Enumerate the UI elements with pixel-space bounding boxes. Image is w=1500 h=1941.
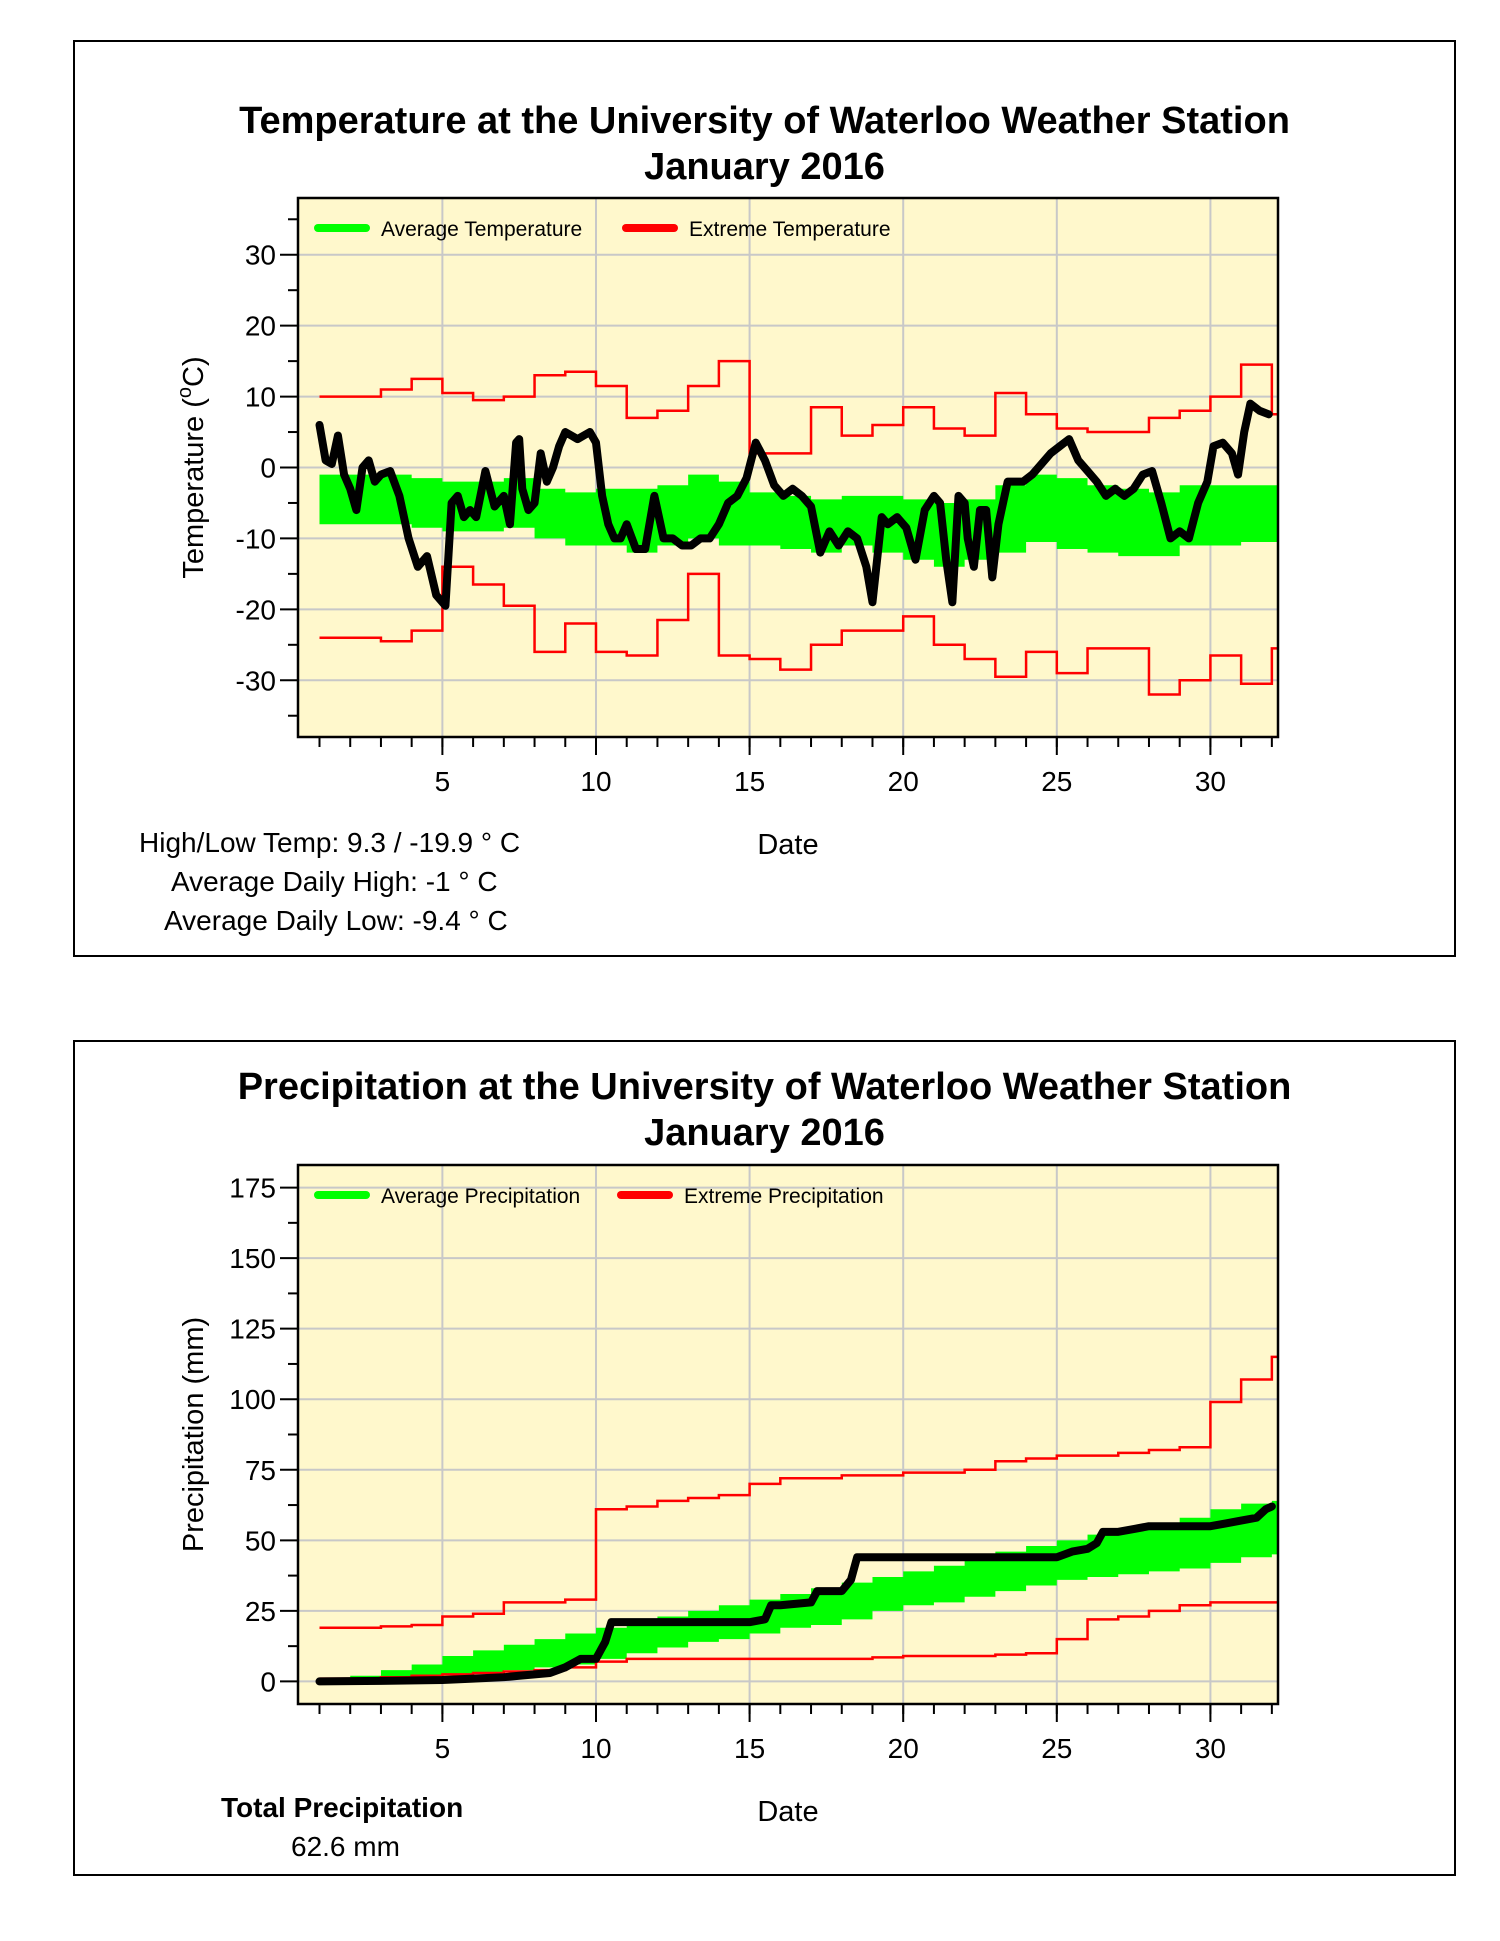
y-tick-label: 50 <box>245 1525 276 1556</box>
y-tick-label: 100 <box>229 1384 276 1415</box>
x-tick-label: 20 <box>888 766 919 797</box>
y-axis-label-degree: o <box>174 387 196 398</box>
observed-line <box>315 1502 1276 1686</box>
y-tick-label: 20 <box>245 311 276 342</box>
y-tick-label: -20 <box>236 594 276 625</box>
y-tick-label: 150 <box>229 1243 276 1274</box>
precipitation-chart: 0 25 50 75 100 125 150 175 5 10 15 20 25 30 Date Precip… <box>178 1163 1280 1828</box>
total-precipitation-value: 62.6 mm <box>291 1831 400 1862</box>
y-tick-label: -10 <box>236 523 276 554</box>
legend-average-label: Average Precipitation <box>381 1185 580 1208</box>
y-tick-label: 125 <box>229 1314 276 1345</box>
x-tick-label: 5 <box>435 766 451 797</box>
extreme-high-line <box>319 359 1278 455</box>
y-axis-label: Temperature (oC) <box>174 356 210 578</box>
avg-low-stat: Average Daily Low: -9.4 ° C <box>164 905 508 937</box>
x-tick-label: 15 <box>734 1733 765 1764</box>
temperature-panel: Temperature at the University of Waterlo… <box>73 40 1456 957</box>
x-tick-label: 25 <box>1041 766 1072 797</box>
legend-average-label: Average Temperature <box>381 218 582 241</box>
precipitation-subtitle: January 2016 <box>644 1112 885 1154</box>
avg-high-stat: Average Daily High: -1 ° C <box>171 866 498 898</box>
average-band <box>319 474 1278 567</box>
x-tick-label: 30 <box>1195 1733 1226 1764</box>
y-tick-label: 0 <box>260 453 276 484</box>
avg-high-label: Average Daily High: <box>171 866 418 897</box>
avg-high-value: -1 ° C <box>425 866 498 897</box>
avg-low-value: -9.4 ° C <box>412 905 508 936</box>
total-precipitation-label: Total Precipitation <box>221 1792 464 1823</box>
observed-line <box>315 399 1273 610</box>
y-tick-label: 0 <box>260 1666 276 1697</box>
y-tick-label: 25 <box>245 1596 276 1627</box>
high-low-value: 9.3 / -19.9 ° C <box>347 827 521 858</box>
y-axis-label-unit: C) <box>178 356 210 387</box>
temperature-title: Temperature at the University of Waterlo… <box>239 100 1290 142</box>
x-tick-label: 5 <box>435 1733 451 1764</box>
high-low-label: High/Low Temp: <box>139 827 340 858</box>
y-axis-label: Precipitation (mm) <box>178 1317 210 1552</box>
y-tick-label: 175 <box>229 1173 276 1204</box>
temperature-chart: -30 -20 -10 0 10 20 30 5 10 15 20 25 30 Date Temperatu… <box>174 196 1280 861</box>
x-tick-label: 30 <box>1195 766 1226 797</box>
precipitation-title: Precipitation at the University of Water… <box>237 1066 1292 1108</box>
x-tick-label: 25 <box>1041 1733 1072 1764</box>
y-tick-label: 10 <box>245 382 276 413</box>
y-tick-label: 30 <box>245 240 276 271</box>
legend-extreme-label: Extreme Temperature <box>689 218 891 241</box>
y-tick-label: 75 <box>245 1455 276 1486</box>
x-tick-label: 15 <box>734 766 765 797</box>
extreme-low-line <box>319 1601 1278 1680</box>
x-tick-label: 10 <box>580 766 611 797</box>
x-axis-label: Date <box>757 1796 818 1828</box>
y-tick-label: -30 <box>236 665 276 696</box>
extreme-low-line <box>319 565 1278 696</box>
precipitation-panel: Precipitation at the University of Water… <box>73 1040 1456 1876</box>
legend-extreme-label: Extreme Precipitation <box>684 1185 884 1208</box>
x-axis-label: Date <box>757 829 818 861</box>
x-tick-label: 10 <box>580 1733 611 1764</box>
average-band <box>319 1500 1278 1682</box>
y-axis-label-main: Temperature ( <box>178 398 210 579</box>
high-low-stat: High/Low Temp: 9.3 / -19.9 ° C <box>139 827 520 859</box>
extreme-high-line <box>319 1355 1278 1630</box>
x-tick-label: 20 <box>888 1733 919 1764</box>
avg-low-label: Average Daily Low: <box>164 905 405 936</box>
temperature-subtitle: January 2016 <box>644 146 885 188</box>
